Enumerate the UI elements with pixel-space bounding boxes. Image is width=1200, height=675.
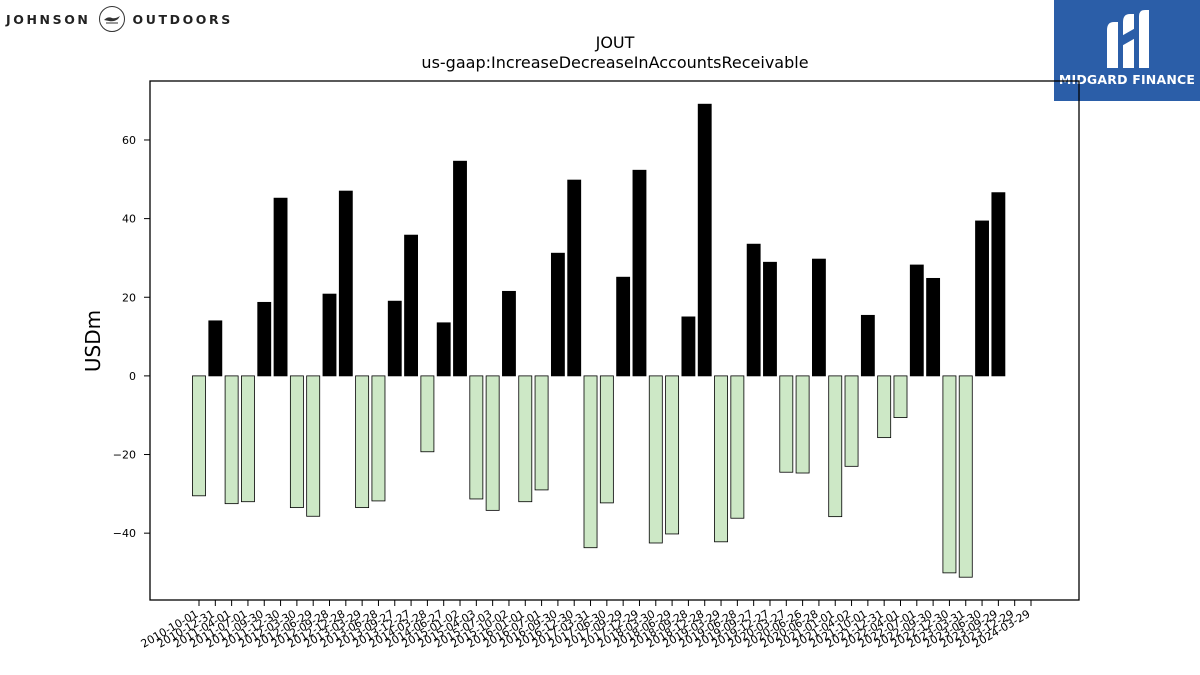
bar-2023-06-30	[975, 220, 989, 377]
bar-2019-12-27	[763, 261, 777, 377]
bar-2015-04-03	[469, 375, 484, 500]
bar-2013-09-27	[387, 300, 402, 377]
bar-2021-12-31	[877, 375, 892, 439]
y-tick-label: −20	[113, 449, 136, 462]
bar-2021-10-01	[860, 314, 875, 377]
bar-2021-01-01	[828, 375, 843, 518]
bar-2010-12-31	[208, 320, 223, 377]
bar-2017-09-29	[616, 276, 631, 377]
y-tick-label: 0	[129, 370, 136, 383]
plot-area-frame	[149, 80, 1080, 601]
bar-2022-04-01	[893, 375, 908, 418]
bar-2015-01-02	[453, 160, 467, 377]
y-tick-label: 60	[122, 134, 136, 147]
bar-2023-03-31	[958, 375, 973, 578]
bar-2021-04-02	[844, 375, 859, 467]
midgard-finance-logo: MIDGARD FINANCE	[1054, 0, 1200, 101]
bar-2011-07-01	[241, 375, 255, 503]
y-tick-label: 40	[122, 213, 136, 226]
bar-2012-12-28	[338, 190, 353, 377]
logo-word-johnson: JOHNSON	[6, 11, 91, 27]
bar-2020-03-27	[779, 375, 794, 473]
chart-subtitle: us-gaap:IncreaseDecreaseInAccountsReceiv…	[421, 53, 808, 72]
bar-2012-06-29	[306, 375, 321, 517]
bar-2015-10-02	[502, 290, 516, 377]
bar-2016-12-30	[567, 179, 582, 377]
bar-2016-07-01	[534, 375, 549, 491]
bar-2017-06-30	[599, 375, 614, 504]
bar-2016-01-01	[518, 375, 533, 503]
bar-group	[192, 103, 1006, 578]
logo-word-outdoors: OUTDOORS	[132, 11, 233, 27]
bar-2020-06-28	[812, 258, 826, 377]
bar-2011-04-01	[224, 375, 239, 505]
bar-2022-07-01	[909, 264, 924, 377]
midgard-finance-name: MIDGARD FINANCE	[1058, 72, 1196, 87]
x-axis: 2010-10-012010-12-312011-04-012011-07-01…	[139, 600, 1033, 651]
bar-2011-12-30	[273, 197, 288, 377]
bar-2015-07-03	[485, 375, 500, 511]
y-axis-label: USDm	[81, 310, 105, 372]
bar-2014-06-27	[436, 322, 451, 377]
bar-2013-03-29	[355, 375, 370, 509]
bar-2013-12-27	[404, 234, 418, 377]
bar-2018-06-29	[665, 375, 680, 535]
bar-2018-12-28	[697, 103, 712, 377]
bar-2011-09-30	[257, 301, 272, 377]
johnson-outdoors-emblem-icon	[98, 6, 125, 32]
bar-2019-09-27	[746, 243, 761, 377]
bar-2013-06-28	[371, 375, 386, 502]
bar-2016-09-30	[550, 252, 565, 377]
bar-2019-06-28	[730, 375, 745, 519]
y-tick-label: 20	[122, 291, 136, 304]
johnson-outdoors-logo: JOHNSON OUTDOORS	[6, 4, 233, 34]
bar-2023-09-29	[991, 192, 1006, 377]
bar-2019-03-29	[714, 375, 728, 543]
bar-2020-06-26	[795, 375, 810, 474]
bar-2010-10-01	[192, 375, 206, 497]
bar-2014-03-28	[420, 375, 435, 453]
y-tick-label: −40	[113, 527, 136, 540]
bar-2012-03-30	[289, 375, 304, 509]
bar-2018-03-30	[648, 375, 663, 544]
bar-2012-09-28	[322, 293, 337, 377]
midgard-finance-logo-icon	[1107, 10, 1149, 68]
bar-2017-03-31	[583, 375, 598, 549]
bar-2022-09-30	[926, 277, 941, 377]
bar-2018-09-28	[681, 316, 696, 377]
bar-2022-12-30	[942, 375, 957, 574]
chart-title: JOUT	[595, 33, 635, 52]
y-axis: −40 −20 0 20 40 60	[113, 134, 150, 540]
bar-2017-12-29	[632, 169, 647, 377]
